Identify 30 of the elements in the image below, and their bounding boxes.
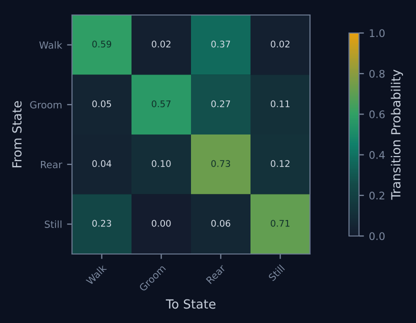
y-tick-label: Still xyxy=(44,220,62,228)
data-label: 0.27 xyxy=(211,100,230,108)
color-bar-label: 0.6 xyxy=(369,110,385,118)
y-tick-label: Rear xyxy=(40,160,62,168)
y-tick-label: Walk xyxy=(39,41,62,49)
data-label: 0.37 xyxy=(211,40,230,48)
data-label: 0.11 xyxy=(270,100,290,108)
data-label: 0.02 xyxy=(152,40,170,48)
x-tick-label: Still xyxy=(268,264,285,282)
data-label: 0.05 xyxy=(92,100,112,108)
data-label: 0.57 xyxy=(152,100,171,108)
y-axis-title: From State xyxy=(12,101,22,168)
color-bar-label: 0.2 xyxy=(369,192,384,200)
data-label: 0.06 xyxy=(211,220,230,227)
data-label: 0.00 xyxy=(152,220,171,227)
data-label: 0.02 xyxy=(270,40,290,48)
color-bar-label: 0.4 xyxy=(369,151,385,159)
color-bar-title: Transition Probability xyxy=(390,70,403,200)
x-axis-title: To State xyxy=(166,299,216,309)
data-label: 0.23 xyxy=(92,220,112,227)
data-label: 0.73 xyxy=(211,160,230,167)
data-label: 0.59 xyxy=(92,40,112,48)
y-tick-label: Groom xyxy=(30,101,62,108)
color-bar-label: 0.8 xyxy=(369,70,385,78)
color-bar-label: 0.0 xyxy=(369,232,385,240)
data-label: 0.71 xyxy=(270,220,290,227)
data-label: 0.10 xyxy=(152,160,171,167)
data-label: 0.04 xyxy=(92,160,112,167)
data-label: 0.12 xyxy=(270,160,290,167)
color-bar-label: 1.0 xyxy=(370,29,385,38)
